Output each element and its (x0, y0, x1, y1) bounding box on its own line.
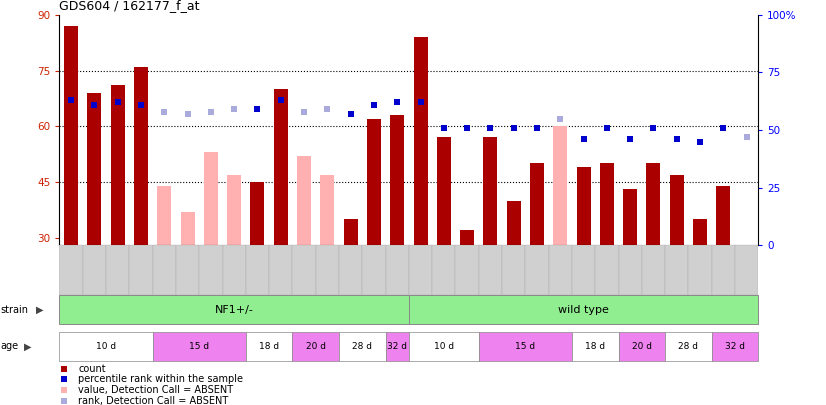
Text: 28 d: 28 d (352, 342, 373, 351)
Bar (619, 245, 642, 295)
Text: 15 d: 15 d (189, 342, 209, 351)
Bar (339, 332, 386, 361)
Bar (665, 332, 712, 361)
Bar (83, 245, 106, 295)
Bar (320, 175, 335, 245)
Text: GDS604 / 162177_f_at: GDS604 / 162177_f_at (59, 0, 200, 13)
Text: 10 d: 10 d (96, 342, 116, 351)
Bar (623, 190, 637, 245)
Bar (414, 37, 428, 245)
Text: wild type: wild type (558, 305, 609, 315)
Bar (525, 245, 548, 295)
Bar (735, 245, 758, 295)
Bar (596, 245, 619, 295)
Bar (130, 245, 153, 295)
Bar (716, 185, 730, 245)
Text: 20 d: 20 d (632, 342, 652, 351)
Bar (363, 245, 386, 295)
Bar (739, 245, 753, 271)
Bar (157, 185, 171, 245)
Text: 18 d: 18 d (259, 342, 279, 351)
Bar (712, 332, 758, 361)
Bar (530, 163, 544, 245)
Bar (59, 332, 153, 361)
Text: percentile rank within the sample: percentile rank within the sample (78, 375, 244, 384)
Bar (153, 332, 246, 361)
Bar (386, 332, 409, 361)
Bar (176, 245, 199, 295)
Bar (339, 245, 363, 295)
Bar (250, 182, 264, 245)
Bar (712, 245, 735, 295)
Bar (553, 126, 567, 245)
Bar (64, 26, 78, 245)
Bar (134, 67, 148, 245)
Bar (204, 152, 218, 245)
Bar (460, 230, 474, 245)
Text: NF1+/-: NF1+/- (215, 305, 254, 315)
Text: strain: strain (1, 305, 29, 315)
Bar (316, 245, 339, 295)
Bar (572, 332, 619, 361)
Bar (367, 119, 381, 245)
Bar (246, 332, 292, 361)
Bar (409, 245, 432, 295)
Bar (688, 245, 712, 295)
Bar (181, 212, 195, 245)
Text: ▶: ▶ (24, 341, 31, 351)
Text: 28 d: 28 d (678, 342, 699, 351)
Bar (390, 115, 404, 245)
Bar (693, 219, 707, 245)
Bar (59, 245, 83, 295)
Bar (386, 245, 409, 295)
Bar (227, 175, 241, 245)
Bar (548, 245, 572, 295)
Bar (670, 175, 684, 245)
Bar (479, 332, 572, 361)
Bar (153, 245, 176, 295)
Text: value, Detection Call = ABSENT: value, Detection Call = ABSENT (78, 386, 234, 395)
Bar (88, 93, 102, 245)
Bar (665, 245, 688, 295)
Bar (483, 137, 497, 245)
Bar (222, 245, 246, 295)
Bar (246, 245, 269, 295)
Bar (502, 245, 525, 295)
Bar (432, 245, 455, 295)
Text: 20 d: 20 d (306, 342, 325, 351)
Bar (409, 295, 758, 324)
Bar (479, 245, 502, 295)
Bar (647, 163, 661, 245)
Bar (111, 85, 125, 245)
Bar (344, 219, 358, 245)
Bar (269, 245, 292, 295)
Bar (409, 332, 479, 361)
Text: 18 d: 18 d (585, 342, 605, 351)
Text: age: age (1, 341, 19, 351)
Bar (600, 163, 614, 245)
Bar (292, 245, 316, 295)
Bar (455, 245, 479, 295)
Bar (199, 245, 222, 295)
Bar (437, 137, 451, 245)
Text: ▶: ▶ (36, 305, 43, 315)
Bar (273, 89, 287, 245)
Bar (292, 332, 339, 361)
Bar (297, 156, 311, 245)
Text: 10 d: 10 d (434, 342, 453, 351)
Bar (642, 245, 665, 295)
Text: count: count (78, 364, 106, 373)
Bar (106, 245, 130, 295)
Bar (59, 295, 409, 324)
Text: 32 d: 32 d (387, 342, 407, 351)
Bar (572, 245, 596, 295)
Text: rank, Detection Call = ABSENT: rank, Detection Call = ABSENT (78, 396, 229, 405)
Text: 15 d: 15 d (515, 342, 535, 351)
Bar (619, 332, 665, 361)
Text: 32 d: 32 d (725, 342, 745, 351)
Bar (506, 200, 520, 245)
Bar (577, 167, 591, 245)
